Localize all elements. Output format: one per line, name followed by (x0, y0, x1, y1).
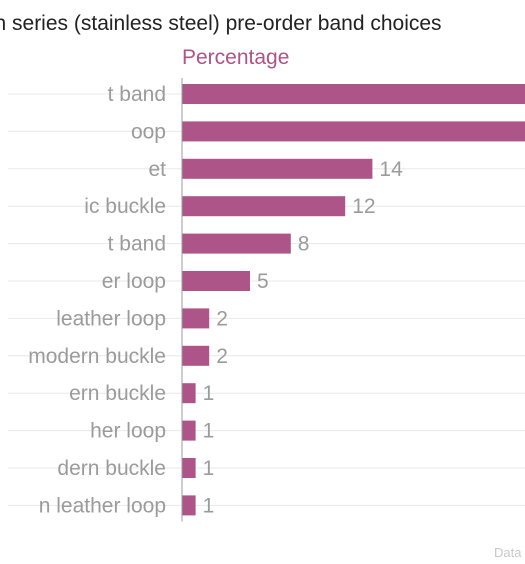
bar (182, 233, 291, 254)
series-header: Percentage (182, 46, 290, 69)
category-label: dern buckle (57, 457, 166, 480)
value-label: 2 (216, 345, 228, 368)
value-label: 1 (203, 382, 215, 405)
chart-title: ch series (stainless steel) pre-order ba… (0, 12, 442, 35)
category-label: her loop (90, 420, 166, 443)
value-label: 1 (203, 420, 215, 443)
value-label: 8 (298, 233, 310, 256)
category-label: leather loop (56, 307, 166, 330)
value-label: 1 (203, 457, 215, 480)
bar (182, 196, 346, 217)
category-label: et (148, 158, 166, 181)
value-label: 2 (216, 307, 228, 330)
bar (182, 84, 525, 104)
bar (182, 121, 525, 142)
bar (182, 383, 196, 404)
bar (182, 271, 250, 291)
bar (182, 420, 196, 441)
bar (182, 495, 196, 516)
category-label: ic buckle (84, 195, 166, 218)
bar (182, 158, 373, 179)
bar (182, 308, 210, 329)
category-label: t band (108, 83, 166, 106)
value-label: 14 (379, 158, 403, 181)
category-label: n leather loop (39, 494, 166, 517)
value-label: 5 (257, 270, 269, 293)
category-label: er loop (102, 270, 166, 293)
value-label: 12 (352, 195, 375, 218)
category-label: t band (108, 233, 166, 256)
category-label: oop (131, 120, 166, 143)
category-label: modern buckle (28, 345, 166, 368)
value-label: 1 (203, 494, 215, 517)
source-label: Data (494, 545, 522, 560)
bar (182, 345, 210, 366)
category-label: ern buckle (69, 382, 166, 405)
bar (182, 458, 196, 478)
